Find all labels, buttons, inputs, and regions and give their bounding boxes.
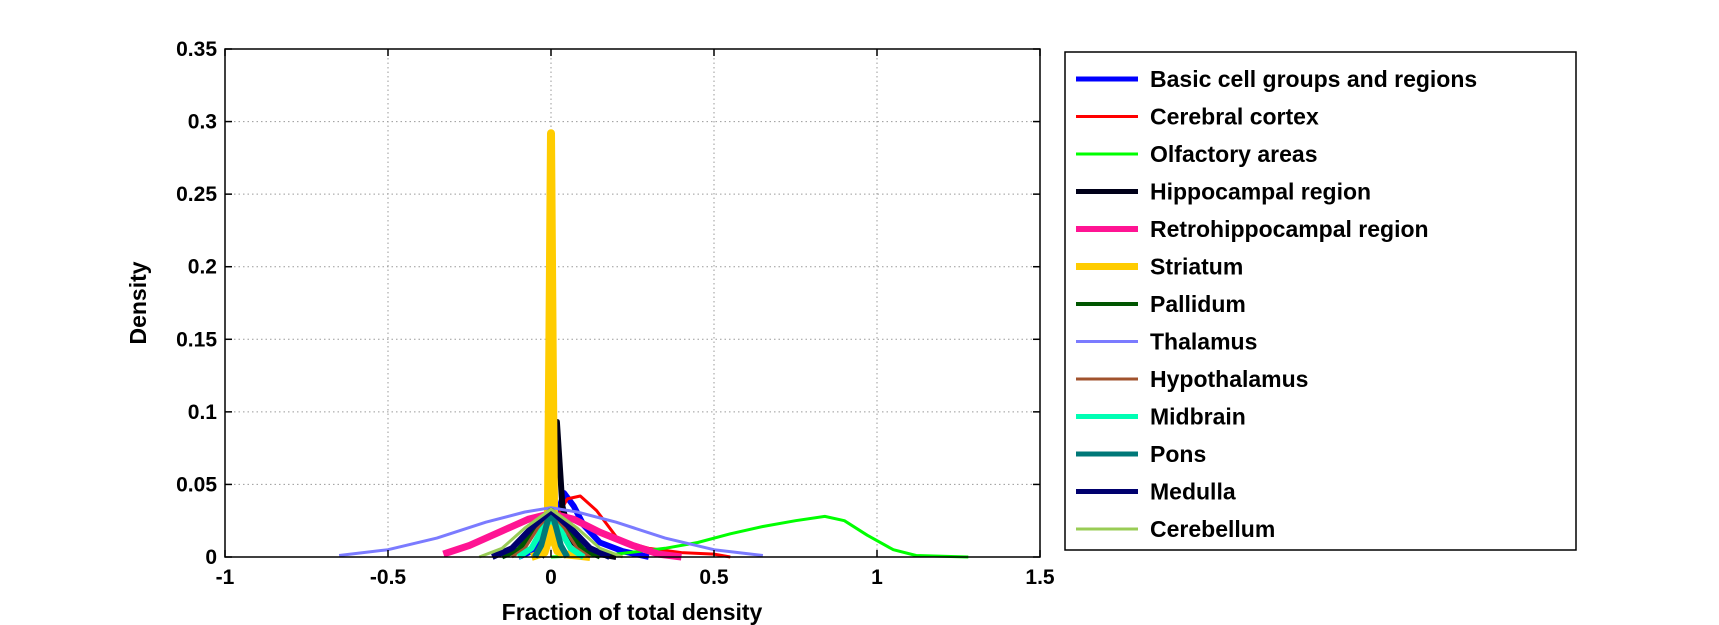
legend-label: Retrohippocampal region	[1150, 216, 1429, 242]
y-axis-label: Density	[125, 261, 151, 344]
x-tick-label: -1	[216, 566, 235, 589]
y-tick-label: 0.25	[176, 183, 217, 206]
legend-label: Midbrain	[1150, 404, 1246, 430]
x-tick-label: 0	[545, 566, 557, 589]
legend: Basic cell groups and regions Cerebral co…	[1064, 51, 1577, 551]
x-tick-label: 1	[871, 566, 883, 589]
legend-label: Pons	[1150, 441, 1206, 467]
series-line-13	[478, 507, 624, 559]
x-axis-label: Fraction of total density	[502, 599, 763, 625]
y-tick-label: 0.35	[176, 38, 217, 61]
y-tick-label: 0.15	[176, 328, 217, 351]
series-line-3	[550, 514, 969, 559]
y-tick-label: 0.3	[188, 111, 217, 134]
legend-label: Pallidum	[1150, 291, 1246, 317]
x-tick-label: 0.5	[699, 566, 729, 589]
x-tick-label: 1.5	[1025, 566, 1055, 589]
legend-label: Hippocampal region	[1150, 179, 1371, 205]
legend-label: Olfactory areas	[1150, 141, 1317, 167]
legend-label: Medulla	[1150, 479, 1236, 505]
axis-ticks: -1 -0.5 0 0.5 1 1.5 0 0.05 0.1 0.15 0.2 0.25 0.3 0.35	[176, 38, 1055, 589]
legend-label: Hypothalamus	[1150, 366, 1308, 392]
y-tick-label: 0	[205, 546, 217, 569]
legend-box	[1064, 51, 1577, 551]
plot-area	[225, 49, 1040, 557]
legend-label: Cerebellum	[1150, 516, 1275, 542]
legend-label: Thalamus	[1150, 329, 1257, 355]
x-tick-label: -0.5	[370, 566, 407, 589]
y-tick-label: 0.2	[188, 256, 217, 279]
legend-label: Cerebral cortex	[1150, 104, 1319, 130]
series-lines	[338, 129, 969, 561]
y-tick-label: 0.1	[188, 401, 218, 424]
plot-frame	[224, 48, 1041, 558]
y-tick-label: 0.05	[176, 473, 217, 496]
legend-label: Striatum	[1150, 254, 1243, 280]
legend-label: Basic cell groups and regions	[1150, 66, 1477, 92]
